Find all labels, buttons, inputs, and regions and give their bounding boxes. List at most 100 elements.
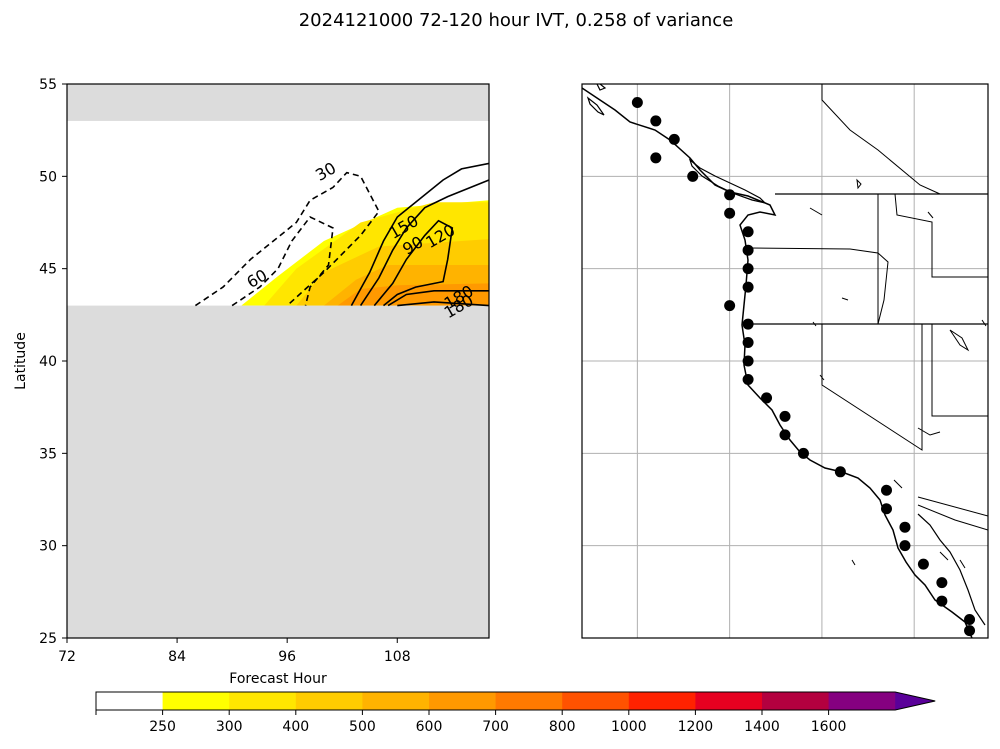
trajectory-point: [650, 152, 662, 164]
trajectory-point: [899, 540, 911, 552]
trajectory-point: [724, 300, 736, 312]
x-tick-label: 108: [384, 649, 411, 665]
contour-90: [350, 162, 489, 306]
inland-lakes: [809, 178, 987, 569]
fill-600: [337, 283, 489, 306]
y-tick-label: 40: [39, 354, 57, 370]
mexico-border: [917, 496, 988, 531]
trajectory-point: [650, 115, 662, 127]
coastline: [582, 87, 973, 638]
nevada-border: [821, 324, 923, 451]
masked-bottom: [67, 305, 489, 638]
trajectory-point: [724, 207, 736, 219]
colorbar-tick-label: 800: [549, 719, 576, 735]
colorbar-tick-label: 1400: [744, 719, 780, 735]
colorbar-extend-arrow: [895, 692, 936, 710]
figure-title: 2024121000 72-120 hour IVT, 0.258 of var…: [299, 10, 734, 31]
map-area: [582, 84, 988, 638]
colorbar-tick-label: 500: [349, 719, 376, 735]
trajectory-point: [936, 595, 948, 607]
y-tick-label: 30: [39, 539, 57, 555]
trajectory-point: [797, 447, 809, 459]
map-borders: [745, 84, 988, 531]
contour-210: [397, 301, 489, 307]
colorbar-segment: [429, 692, 497, 710]
idaho-border: [877, 194, 889, 325]
trajectory-point: [881, 503, 892, 515]
trajectory-point: [964, 614, 976, 626]
colorbar-segment: [495, 692, 563, 710]
idaho-montana-border: [894, 193, 988, 278]
colorbar-tick-label: 1600: [811, 719, 847, 735]
x-tick-label: 84: [168, 649, 186, 665]
trajectory-point: [761, 392, 773, 404]
x-tick-label: 72: [58, 649, 76, 665]
trajectory-point: [964, 625, 976, 637]
y-tick-label: 55: [39, 77, 57, 93]
colorbar-segment: [628, 692, 696, 710]
trajectory-point: [687, 170, 699, 182]
x-tick-label: 96: [278, 649, 296, 665]
trajectory-point: [881, 484, 892, 496]
y-tick-label: 50: [39, 169, 57, 185]
trajectory-point: [779, 410, 791, 422]
y-axis-label: Latitude: [13, 332, 29, 390]
trajectory-point: [742, 318, 754, 330]
map-panel: [581, 83, 989, 639]
trajectory-point: [742, 263, 754, 275]
ivt-contours: [194, 162, 489, 307]
trajectory-point: [742, 281, 754, 293]
colorbar-segment: [362, 692, 430, 710]
gulf-of-california-coast: [917, 513, 986, 626]
colorbar: 250 300 400 500 600 700 800 1000 1200 1400 1600: [95, 691, 936, 735]
trajectory-point: [779, 429, 791, 441]
colorbar-outline: [95, 691, 936, 711]
trajectory-point: [834, 466, 846, 478]
colorbar-segment: [828, 692, 896, 710]
trajectory-point: [899, 521, 911, 533]
colorbar-segment: [695, 692, 763, 710]
trajectory-points: [631, 96, 976, 637]
contour-150: [373, 219, 454, 307]
bc-alberta-border: [821, 84, 941, 195]
trajectory-point: [742, 244, 754, 256]
x-axis: 72 84 96 108: [58, 638, 411, 665]
y-tick-label: 45: [39, 262, 57, 278]
colorbar-tick-label: 1000: [611, 719, 647, 735]
y-axis: 25 30 35 40 45 50 55: [39, 77, 67, 647]
colorbar-segment: [229, 692, 297, 710]
trajectory-point: [724, 189, 736, 201]
trajectory-point: [936, 577, 948, 589]
trajectory-point: [742, 226, 754, 238]
colorbar-tick-label: 700: [482, 719, 509, 735]
colorbar-tick-label: 300: [216, 719, 243, 735]
contour-180: [387, 289, 489, 307]
trajectory-point: [742, 337, 754, 349]
colorbar-segment: [162, 692, 230, 710]
y-tick-label: 35: [39, 446, 57, 462]
map-gridlines: [582, 84, 988, 638]
colorbar-tick-label: 400: [282, 719, 309, 735]
contour-60: [231, 215, 334, 307]
ivt-fills: [241, 200, 489, 306]
washington-oregon-border: [749, 194, 879, 254]
trajectory-point: [668, 133, 680, 145]
masked-regions: [67, 84, 489, 638]
contour-120: [359, 179, 489, 307]
x-axis-label: Forecast Hour: [229, 671, 327, 687]
map-frame: [581, 83, 989, 639]
trajectory-point: [742, 373, 754, 385]
contour-label-30: 30: [312, 158, 339, 185]
colorbar-segment: [762, 692, 830, 710]
colorbar-tick-label: 600: [416, 719, 443, 735]
contour-30: [194, 171, 380, 307]
haida-gwaii: [586, 84, 607, 116]
nevada-utah-border: [931, 324, 988, 417]
plot-area: [67, 84, 489, 638]
colorbar-segment: [96, 692, 164, 710]
trajectory-point: [917, 558, 929, 570]
vancouver-island: [688, 158, 767, 205]
colorbar-tick-label: 250: [149, 719, 176, 735]
